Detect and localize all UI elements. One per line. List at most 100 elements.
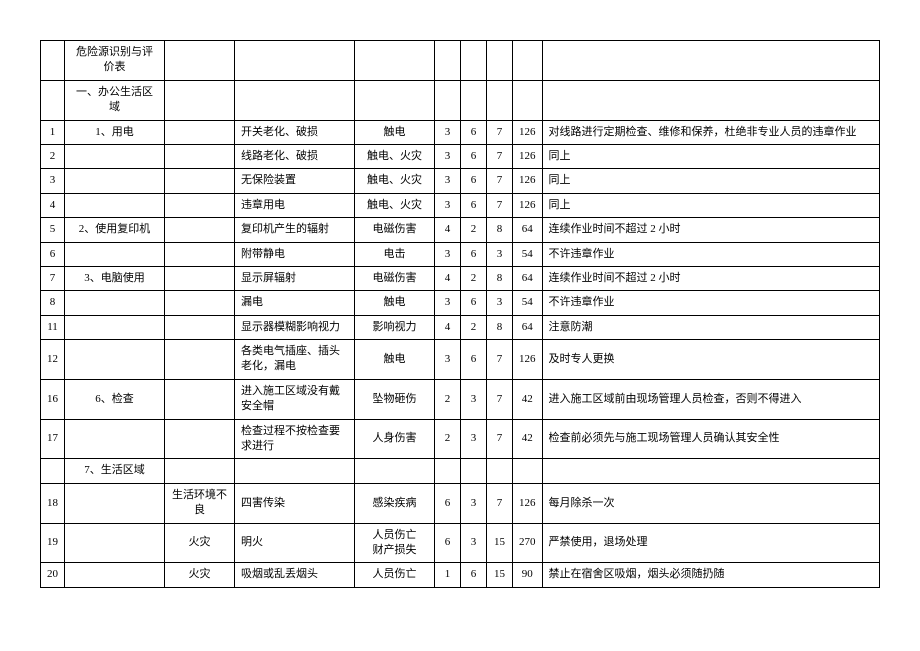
c-cell: 7 [487,379,513,419]
c-cell: 7 [487,193,513,217]
d-cell: 126 [513,483,543,523]
hazard-cell: 无保险装置 [235,169,355,193]
item-cell [65,242,165,266]
e-cell: 2 [461,266,487,290]
item-cell [65,144,165,168]
consequence-cell: 影响视力 [355,315,435,339]
condition-cell [165,193,235,217]
measure-cell: 及时专人更换 [542,340,880,380]
e-cell: 6 [461,242,487,266]
consequence-cell: 触电、火灾 [355,193,435,217]
subsection-header: 7、生活区域 [65,459,165,483]
condition-cell: 火灾 [165,563,235,587]
hazard-cell: 显示屏辐射 [235,266,355,290]
l-cell: 3 [435,169,461,193]
consequence-cell: 人员伤亡 [355,563,435,587]
row-number: 16 [41,379,65,419]
e-cell: 6 [461,169,487,193]
measure-cell: 不许违章作业 [542,291,880,315]
table-row: 8漏电触电36354不许违章作业 [41,291,880,315]
hazard-cell: 检查过程不按检查要求进行 [235,419,355,459]
d-cell: 54 [513,291,543,315]
measure-cell: 连续作业时间不超过 2 小时 [542,266,880,290]
table-row: 19火灾明火人员伤亡财产损失6315270严禁使用，退场处理 [41,523,880,563]
item-cell: 3、电脑使用 [65,266,165,290]
c-cell: 15 [487,563,513,587]
d-cell: 126 [513,193,543,217]
row-number: 2 [41,144,65,168]
l-cell: 2 [435,379,461,419]
measure-cell: 严禁使用，退场处理 [542,523,880,563]
measure-cell: 进入施工区域前由现场管理人员检查，否则不得进入 [542,379,880,419]
c-cell: 7 [487,120,513,144]
consequence-cell: 人身伤害 [355,419,435,459]
item-cell [65,483,165,523]
header-row: 危险源识别与评价表 [41,41,880,81]
e-cell: 2 [461,218,487,242]
e-cell: 6 [461,291,487,315]
hazard-cell: 明火 [235,523,355,563]
consequence-cell: 坠物砸伤 [355,379,435,419]
table-row: 73、电脑使用显示屏辐射电磁伤害42864连续作业时间不超过 2 小时 [41,266,880,290]
hazard-cell: 吸烟或乱丢烟头 [235,563,355,587]
condition-cell [165,120,235,144]
table-row: 2线路老化、破损触电、火灾367126同上 [41,144,880,168]
condition-cell [165,315,235,339]
d-cell: 126 [513,120,543,144]
table-row: 12各类电气插座、插头老化，漏电触电367126及时专人更换 [41,340,880,380]
e-cell: 3 [461,379,487,419]
item-cell [65,193,165,217]
c-cell: 15 [487,523,513,563]
item-cell [65,315,165,339]
e-cell: 3 [461,419,487,459]
measure-cell: 同上 [542,193,880,217]
e-cell: 6 [461,563,487,587]
d-cell: 90 [513,563,543,587]
row-number: 3 [41,169,65,193]
consequence-cell: 人员伤亡财产损失 [355,523,435,563]
d-cell: 126 [513,340,543,380]
l-cell: 3 [435,242,461,266]
l-cell: 3 [435,120,461,144]
consequence-cell: 触电 [355,291,435,315]
c-cell: 7 [487,340,513,380]
hazard-cell: 漏电 [235,291,355,315]
table-row: 3无保险装置触电、火灾367126同上 [41,169,880,193]
e-cell: 6 [461,340,487,380]
table-row: 11显示器模糊影响视力影响视力42864注意防潮 [41,315,880,339]
c-cell: 7 [487,419,513,459]
c-cell: 8 [487,218,513,242]
table-row: 11、用电开关老化、破损触电367126对线路进行定期检查、维修和保养，杜绝非专… [41,120,880,144]
item-cell [65,419,165,459]
table-title: 危险源识别与评价表 [65,41,165,81]
consequence-cell: 感染疾病 [355,483,435,523]
hazard-cell: 进入施工区域没有戴安全帽 [235,379,355,419]
condition-cell: 生活环境不良 [165,483,235,523]
measure-cell: 连续作业时间不超过 2 小时 [542,218,880,242]
d-cell: 42 [513,379,543,419]
table-row: 20火灾吸烟或乱丢烟头人员伤亡161590禁止在宿舍区吸烟，烟头必须随扔随 [41,563,880,587]
condition-cell [165,218,235,242]
c-cell: 8 [487,266,513,290]
condition-cell [165,266,235,290]
condition-cell [165,291,235,315]
item-cell: 6、检查 [65,379,165,419]
hazard-cell: 违章用电 [235,193,355,217]
measure-cell: 禁止在宿舍区吸烟，烟头必须随扔随 [542,563,880,587]
consequence-cell: 电磁伤害 [355,266,435,290]
l-cell: 3 [435,144,461,168]
row-number: 11 [41,315,65,339]
l-cell: 1 [435,563,461,587]
measure-cell: 不许违章作业 [542,242,880,266]
measure-cell: 每月除杀一次 [542,483,880,523]
condition-cell: 火灾 [165,523,235,563]
table-row: 17检查过程不按检查要求进行人身伤害23742检查前必须先与施工现场管理人员确认… [41,419,880,459]
hazard-cell: 四害传染 [235,483,355,523]
l-cell: 4 [435,266,461,290]
e-cell: 6 [461,144,487,168]
consequence-cell: 触电、火灾 [355,144,435,168]
row-number: 7 [41,266,65,290]
condition-cell [165,144,235,168]
condition-cell [165,242,235,266]
l-cell: 4 [435,315,461,339]
